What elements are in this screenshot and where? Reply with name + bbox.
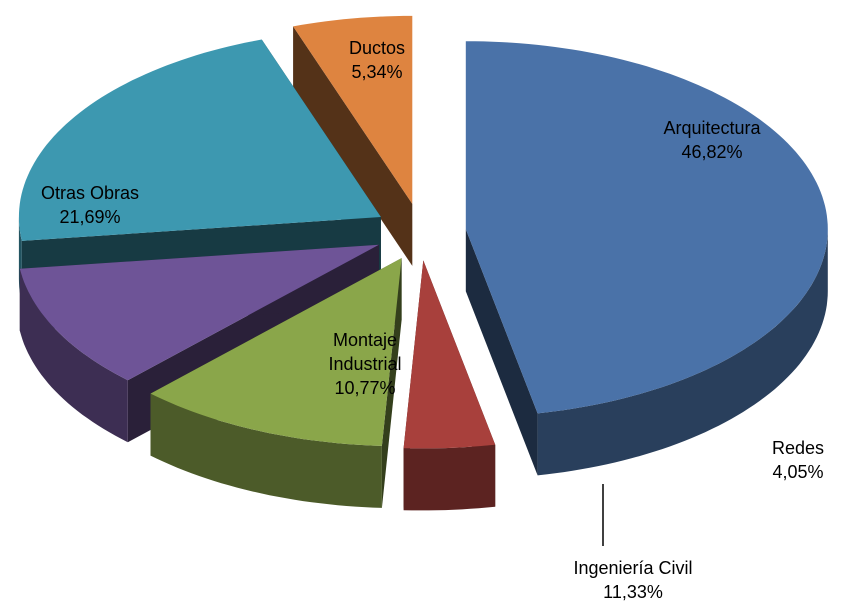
data-label: Arquitectura 46,82%	[663, 116, 760, 164]
slice-side	[537, 229, 828, 476]
slice-cut-face	[293, 26, 413, 266]
slice-side	[403, 444, 496, 511]
slice-cut-face	[465, 229, 538, 476]
category-label: Ingeniería Civil	[573, 558, 693, 578]
value-label: 21,69%	[59, 207, 121, 227]
category-label: Redes	[771, 438, 825, 458]
slice-side	[150, 393, 382, 508]
category-label: Montaje Industrial	[328, 330, 402, 374]
slice	[293, 15, 413, 204]
slice	[18, 39, 381, 241]
category-label: Arquitectura	[663, 118, 761, 138]
value-label: 46,82%	[681, 142, 743, 162]
slice	[465, 41, 828, 414]
value-label: 10,77%	[334, 378, 396, 398]
category-label: Otras Obras	[40, 183, 140, 203]
data-label: Redes 4,05%	[772, 436, 824, 484]
slice	[150, 258, 402, 446]
data-label: Montaje Industrial 10,77%	[310, 328, 420, 400]
slice-side	[19, 268, 128, 443]
data-label: Ductos 5,34%	[349, 36, 405, 84]
value-label: 5,34%	[351, 62, 403, 82]
data-label: Ingeniería Civil 11,33%	[573, 556, 692, 604]
slice	[403, 260, 496, 449]
slice	[19, 244, 379, 381]
value-label: 11,33%	[603, 582, 663, 602]
value-label: 4,05%	[772, 462, 824, 482]
category-label: Ductos	[348, 38, 406, 58]
data-label: Otras Obras 21,69%	[41, 181, 139, 229]
